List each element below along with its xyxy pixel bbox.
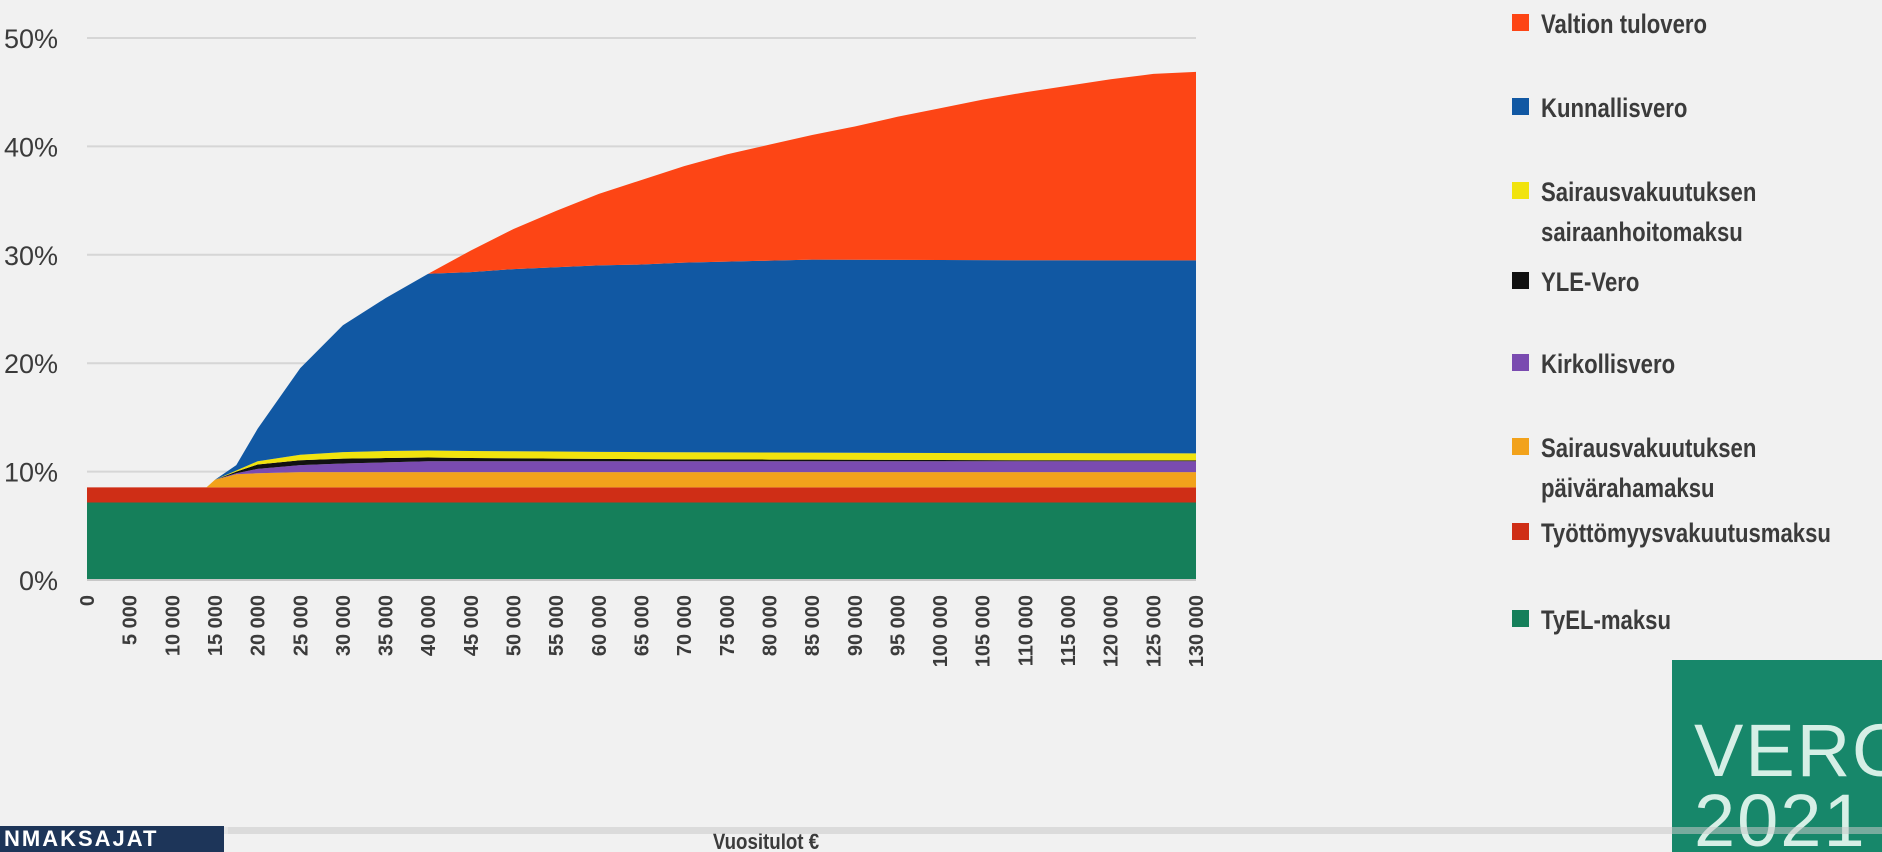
legend-item-paivarahamaksu: Sairausvakuutuksen päivärahamaksu — [1512, 428, 1804, 508]
x-tick-label: 125 000 — [1143, 595, 1165, 667]
x-tick-label: 100 000 — [930, 595, 952, 667]
area-kirkollisvero — [87, 461, 1196, 488]
legend-item-kirkollisvero: Kirkollisvero — [1512, 344, 1705, 384]
legend: Valtion tulovero Kunnallisvero Sairausva… — [1512, 0, 1882, 852]
vero-2021-logo-text: VERO 2021 — [1694, 709, 1882, 852]
area-series — [87, 71, 1196, 581]
x-tick-label: 90 000 — [845, 595, 867, 656]
video-progress-track[interactable] — [0, 827, 1882, 834]
legend-label: Työttömyysvakuutusmaksu — [1541, 518, 1831, 548]
x-tick-label: 95 000 — [887, 595, 909, 656]
legend-item-tyel-maksu: TyEL-maksu — [1512, 600, 1700, 640]
legend-swatch — [1512, 182, 1529, 199]
legend-label: Kirkollisvero — [1541, 349, 1676, 379]
x-tick-label: 15 000 — [205, 595, 227, 656]
x-tick-label: 85 000 — [802, 595, 824, 656]
y-tick-label: 50% — [4, 24, 58, 54]
x-tick-label: 5 000 — [120, 595, 142, 645]
y-axis-ticks: 0% 10% 20% 30% 40% 50% — [4, 24, 58, 596]
area-työttömyysvakuutusmaksu — [87, 487, 1196, 503]
x-tick-label: 50 000 — [504, 595, 526, 656]
legend-label: YLE-Vero — [1541, 267, 1640, 297]
legend-item-yle-vero: YLE-Vero — [1512, 262, 1661, 302]
legend-label: Sairausvakuutuksen sairaanhoitomaksu — [1541, 177, 1757, 247]
legend-item-valtion-tulovero: Valtion tulovero — [1512, 4, 1744, 44]
x-tick-label: 55 000 — [546, 595, 568, 656]
y-tick-label: 10% — [4, 458, 58, 488]
x-tick-label: 115 000 — [1058, 595, 1080, 666]
legend-label: Kunnallisvero — [1541, 93, 1688, 123]
x-tick-label: 70 000 — [674, 595, 696, 656]
x-tick-label: 65 000 — [632, 595, 654, 656]
x-tick-label: 105 000 — [973, 595, 995, 667]
legend-label: Valtion tulovero — [1541, 9, 1708, 39]
x-tick-label: 120 000 — [1101, 595, 1123, 667]
legend-item-tyottomyysvakuutusmaksu: Työttömyysvakuutusmaksu — [1512, 513, 1882, 553]
x-tick-label: 40 000 — [418, 595, 440, 656]
legend-swatch — [1512, 98, 1529, 115]
x-tick-label: 75 000 — [717, 595, 739, 656]
area-sairausvakuutuksen-päivärahamaksu — [87, 472, 1196, 488]
x-tick-label: 0 — [77, 595, 99, 606]
y-tick-label: 30% — [4, 241, 58, 271]
y-tick-label: 20% — [4, 349, 58, 379]
legend-item-kunnallisvero: Kunnallisvero — [1512, 88, 1720, 128]
legend-label: Sairausvakuutuksen päivärahamaksu — [1541, 433, 1757, 503]
x-tick-label: 130 000 — [1186, 595, 1208, 667]
legend-swatch — [1512, 523, 1529, 540]
x-tick-label: 30 000 — [333, 595, 355, 656]
x-tick-label: 25 000 — [290, 595, 312, 656]
x-axis-ticks: 0 5 000 10 000 15 000 20 000 25 000 30 000 35 0… — [77, 595, 1208, 667]
legend-swatch — [1512, 354, 1529, 371]
legend-label: TyEL-maksu — [1541, 605, 1672, 635]
area-sairausvakuutuksen-sairaanhoitomaksu — [87, 450, 1196, 488]
area-kunnallisvero — [87, 259, 1196, 488]
x-tick-label: 60 000 — [589, 595, 611, 656]
legend-swatch — [1512, 14, 1529, 31]
vero-2021-logo: VERO 2021 — [1672, 660, 1882, 852]
legend-swatch — [1512, 438, 1529, 455]
area-tyel-maksu — [87, 502, 1196, 580]
area-yle-vero — [87, 457, 1196, 488]
x-tick-label: 110 000 — [1015, 595, 1037, 666]
legend-swatch — [1512, 610, 1529, 627]
area-valtion-tulovero — [87, 71, 1196, 488]
channel-badge: NMAKSAJAT — [0, 826, 224, 852]
x-tick-label: 10 000 — [162, 595, 184, 656]
x-axis-label: Vuositulot € — [713, 831, 819, 852]
y-tick-label: 0% — [19, 566, 58, 596]
x-tick-label: 80 000 — [759, 595, 781, 656]
x-tick-label: 35 000 — [376, 595, 398, 656]
x-tick-label: 20 000 — [248, 595, 270, 656]
legend-item-sairaanhoitomaksu: Sairausvakuutuksen sairaanhoitomaksu — [1512, 172, 1804, 252]
x-tick-label: 45 000 — [461, 595, 483, 656]
legend-swatch — [1512, 272, 1529, 289]
y-tick-label: 40% — [4, 132, 58, 162]
